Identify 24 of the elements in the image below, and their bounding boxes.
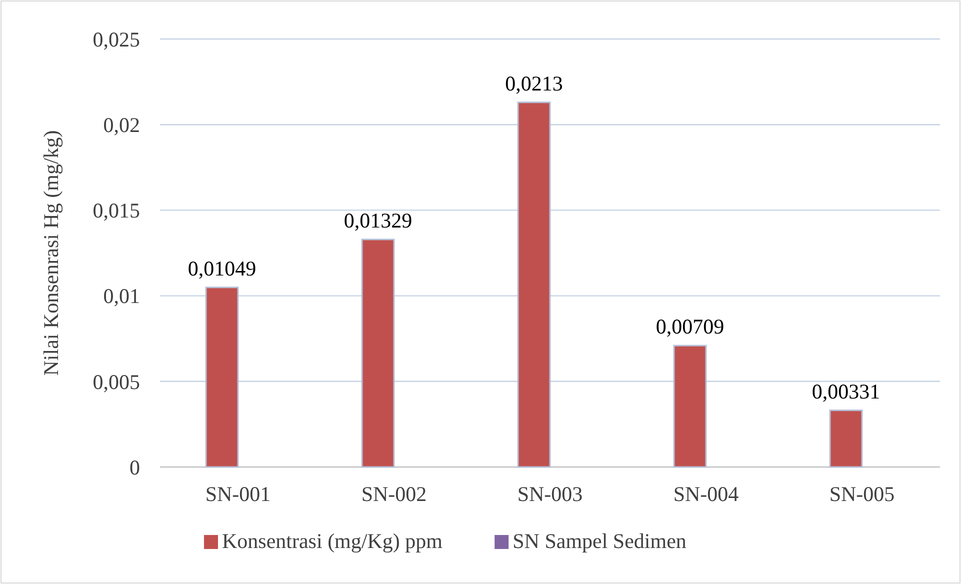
y-tick-label: 0,01: [103, 284, 140, 308]
bar: [205, 286, 239, 468]
bar: [361, 238, 395, 468]
data-label: 0,01049: [188, 256, 256, 280]
y-tick-label: 0,02: [103, 112, 140, 137]
data-label: 0,00709: [656, 314, 724, 339]
legend-label: SN Sampel Sedimen: [512, 529, 687, 553]
y-tick-label: 0: [130, 455, 140, 480]
y-axis-title: Nilai Konsenrasi Hg (mg/kg): [39, 130, 63, 376]
x-tick-label: SN-003: [517, 482, 583, 506]
bar: [673, 344, 707, 468]
x-tick-label: SN-001: [205, 482, 271, 506]
y-tick-label: 0,025: [92, 27, 140, 52]
data-label: 0,01329: [344, 208, 412, 232]
legend-label: Konsentrasi (mg/Kg) ppm: [222, 529, 442, 553]
y-tick-label: 0,005: [92, 370, 140, 394]
x-tick-label: SN-004: [673, 482, 740, 506]
x-tick-label: SN-002: [361, 482, 427, 506]
data-label: 0,0213: [505, 71, 563, 96]
x-tick-label: SN-005: [829, 482, 895, 506]
bar: [517, 102, 551, 468]
y-tick-label: 0,015: [92, 198, 140, 223]
data-label: 0,00331: [812, 379, 880, 404]
bar: [829, 410, 863, 468]
